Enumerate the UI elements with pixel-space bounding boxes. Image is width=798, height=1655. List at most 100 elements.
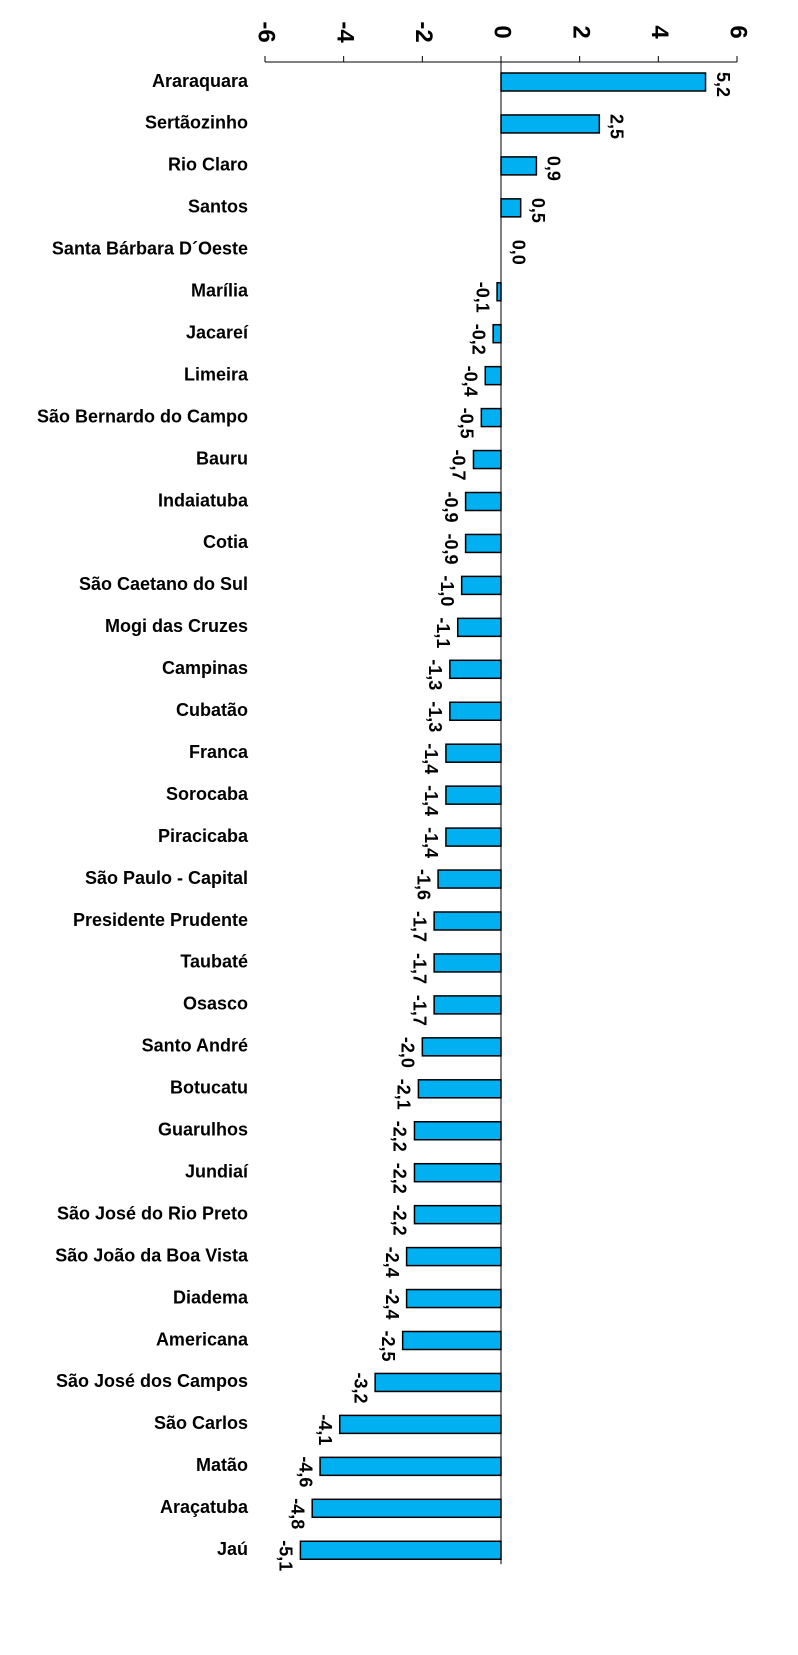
x-tick-label: 2 xyxy=(567,25,594,38)
bar xyxy=(500,198,522,218)
y-tick-label: Sorocaba xyxy=(166,784,249,804)
y-tick-label: Matão xyxy=(196,1455,248,1475)
bar xyxy=(433,911,502,931)
x-tick-label: 4 xyxy=(646,25,673,39)
value-label: -0,7 xyxy=(449,450,469,481)
bar xyxy=(299,1540,502,1560)
bar xyxy=(338,1414,502,1435)
bar xyxy=(500,72,707,92)
x-tick-label: -2 xyxy=(410,21,437,42)
value-label: 5,2 xyxy=(713,72,733,97)
value-label: -2,2 xyxy=(390,1121,410,1152)
y-tick-label: Araraquara xyxy=(152,71,249,91)
y-tick-label: Jacareí xyxy=(186,322,249,342)
y-tick-label: Osasco xyxy=(183,994,248,1014)
value-label: -4,1 xyxy=(315,1414,335,1445)
x-tick-label: 0 xyxy=(489,25,516,38)
y-tick-label: São Bernardo do Campo xyxy=(37,406,248,426)
value-label: -2,4 xyxy=(382,1247,402,1278)
bar xyxy=(417,1079,502,1099)
value-label: -1,7 xyxy=(409,911,429,942)
y-tick-label: Bauru xyxy=(196,448,248,468)
x-tick-label: -6 xyxy=(253,21,280,42)
value-label: -2,0 xyxy=(398,1037,418,1068)
y-tick-label: Guarulhos xyxy=(158,1120,248,1140)
bar xyxy=(496,282,502,302)
value-label: 0,9 xyxy=(544,156,564,181)
y-tick-label: Jaú xyxy=(217,1539,248,1559)
value-label: -2,2 xyxy=(390,1163,410,1194)
y-tick-label: Presidente Prudente xyxy=(73,910,248,930)
value-label: -1,3 xyxy=(425,659,445,690)
x-tick-label: -4 xyxy=(331,21,358,43)
value-label: -5,1 xyxy=(276,1540,296,1571)
y-tick-label: Rio Claro xyxy=(168,155,248,175)
y-tick-label: Araçatuba xyxy=(160,1497,249,1517)
bar xyxy=(472,449,502,470)
bar xyxy=(492,323,502,344)
bar xyxy=(413,1121,502,1141)
value-label: -2,2 xyxy=(390,1205,410,1236)
y-tick-label: Cotia xyxy=(203,532,249,552)
bar xyxy=(421,1037,502,1057)
value-label: -1,4 xyxy=(421,743,441,774)
y-tick-label: Franca xyxy=(189,742,249,762)
bar xyxy=(449,659,502,680)
y-tick-label: Americana xyxy=(156,1329,249,1349)
value-label: -2,1 xyxy=(394,1079,414,1110)
bar xyxy=(311,1498,502,1519)
value-label: -3,2 xyxy=(350,1372,370,1403)
value-label: 0,0 xyxy=(508,240,528,265)
bar xyxy=(480,407,502,428)
value-label: 2,5 xyxy=(607,114,627,139)
value-label: -1,1 xyxy=(433,617,453,648)
y-tick-label: Taubaté xyxy=(180,952,248,972)
value-label: -2,4 xyxy=(382,1289,402,1320)
y-tick-label: Santo André xyxy=(142,1036,248,1056)
y-tick-label: São Carlos xyxy=(154,1413,248,1433)
bar xyxy=(413,1162,502,1183)
value-label: -1,3 xyxy=(425,701,445,732)
bar xyxy=(433,995,502,1015)
y-tick-label: São José dos Campos xyxy=(56,1371,248,1391)
value-label: -2,5 xyxy=(378,1331,398,1362)
y-tick-label: Mogi das Cruzes xyxy=(105,616,248,636)
y-tick-label: São Paulo - Capital xyxy=(85,868,248,888)
bar xyxy=(456,617,502,638)
y-tick-label: Campinas xyxy=(162,658,248,678)
value-label: -0,1 xyxy=(472,282,492,313)
y-tick-label: Sertãozinho xyxy=(145,113,248,133)
value-label: -1,6 xyxy=(413,869,433,900)
x-tick-label: 6 xyxy=(725,25,752,38)
bar xyxy=(460,575,502,596)
y-tick-label: Cubatão xyxy=(176,700,248,720)
bar xyxy=(445,785,502,805)
bar xyxy=(433,953,502,973)
value-label: -1,4 xyxy=(421,785,441,816)
bar xyxy=(405,1246,502,1267)
y-tick-label: São João da Boa Vista xyxy=(55,1245,249,1265)
bar xyxy=(445,743,502,763)
y-tick-label: São José do Rio Preto xyxy=(57,1203,248,1223)
y-tick-label: Jundiaí xyxy=(185,1161,249,1181)
value-label: 0,5 xyxy=(528,198,548,223)
bar xyxy=(374,1372,502,1393)
bar xyxy=(405,1288,502,1309)
y-tick-label: Diadema xyxy=(173,1287,249,1307)
bar xyxy=(437,869,502,889)
y-tick-label: São Caetano do Sul xyxy=(79,574,248,594)
value-label: -0,9 xyxy=(441,492,461,523)
value-label: -0,4 xyxy=(461,366,481,397)
value-label: -4,6 xyxy=(295,1456,315,1487)
bar xyxy=(319,1456,502,1477)
y-tick-label: Indaiatuba xyxy=(158,490,249,510)
value-label: -0,5 xyxy=(457,408,477,439)
bar xyxy=(500,114,601,134)
y-tick-label: Santos xyxy=(188,197,248,217)
value-label: -4,8 xyxy=(287,1498,307,1529)
bar xyxy=(401,1330,502,1351)
bar xyxy=(500,156,538,176)
bar xyxy=(464,533,502,554)
value-label: -1,7 xyxy=(409,995,429,1026)
